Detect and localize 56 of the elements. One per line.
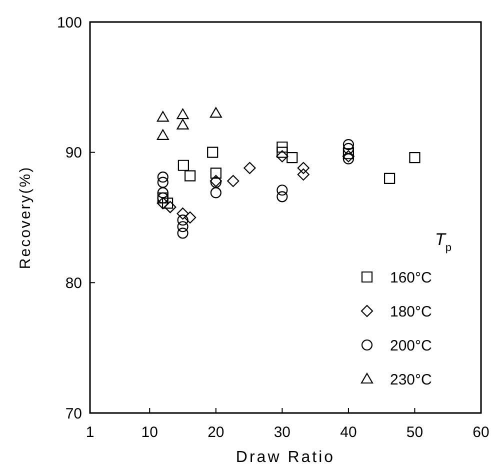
point xyxy=(177,228,188,239)
x-tick-label: 30 xyxy=(274,424,291,441)
point xyxy=(276,150,288,162)
point xyxy=(157,187,168,198)
legend-title: T$_{p}$ xyxy=(435,230,452,254)
y-tick-label: 80 xyxy=(65,274,82,292)
point xyxy=(227,174,240,188)
point xyxy=(286,152,298,164)
x-tick-label: 40 xyxy=(340,424,357,441)
x-axis-title: Draw Ratio xyxy=(236,449,336,466)
point xyxy=(164,201,176,214)
x-tick-label: 1 xyxy=(86,424,94,441)
point xyxy=(184,211,196,224)
point xyxy=(184,170,196,182)
point xyxy=(177,221,188,232)
point xyxy=(342,148,354,160)
x-tick-label: 60 xyxy=(472,424,490,441)
legend-label: 230°C xyxy=(390,371,432,388)
point xyxy=(210,187,222,198)
point xyxy=(156,197,169,210)
point xyxy=(409,152,420,164)
point xyxy=(342,142,354,154)
point xyxy=(276,191,288,202)
y-tick-label: 90 xyxy=(65,144,82,162)
point xyxy=(342,150,355,162)
point xyxy=(342,138,354,150)
y-axis-title: Recovery(%) xyxy=(17,166,34,270)
point xyxy=(156,129,169,140)
point xyxy=(276,146,288,158)
point xyxy=(276,142,288,153)
point xyxy=(177,214,188,226)
x-tick-label: 50 xyxy=(406,424,424,441)
y-tick-label: 100 xyxy=(56,14,82,32)
y-tick-label: 70 xyxy=(65,405,82,422)
point xyxy=(384,172,396,184)
point xyxy=(176,208,189,220)
legend-label: 200°C xyxy=(390,337,432,354)
point xyxy=(342,153,354,164)
point xyxy=(297,168,310,181)
legend-label: 160°C xyxy=(390,269,432,286)
point xyxy=(244,162,256,174)
point xyxy=(276,184,288,196)
point xyxy=(162,198,174,209)
point xyxy=(176,108,189,120)
point xyxy=(210,168,222,179)
point xyxy=(210,107,222,118)
point xyxy=(207,146,218,158)
point xyxy=(157,176,168,188)
point xyxy=(178,160,189,171)
point xyxy=(297,162,310,174)
x-tick-label: 10 xyxy=(141,424,158,441)
x-tick-label: 20 xyxy=(208,424,224,441)
point xyxy=(156,111,169,122)
legend-label: 180°C xyxy=(390,303,432,320)
point xyxy=(157,172,168,183)
point xyxy=(176,118,189,130)
